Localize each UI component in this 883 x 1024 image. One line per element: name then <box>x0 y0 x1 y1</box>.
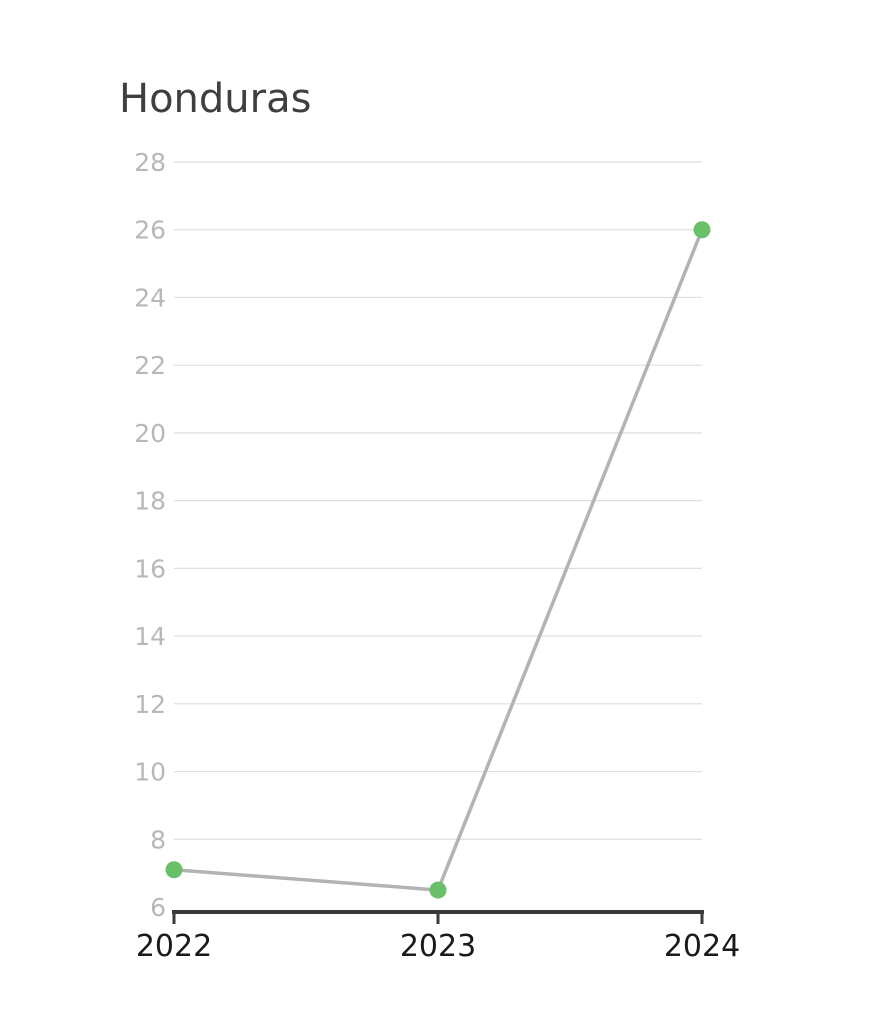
data-point-2023[interactable] <box>429 881 447 899</box>
y-tick-label: 26 <box>134 216 166 245</box>
x-tick-label: 2024 <box>664 929 740 964</box>
data-points <box>165 221 711 899</box>
y-tick-label: 16 <box>134 554 166 583</box>
x-axis-tick-labels: 2022 2023 2024 <box>136 929 740 964</box>
x-axis <box>172 910 704 924</box>
data-point-2022[interactable] <box>165 861 183 879</box>
y-tick-label: 6 <box>150 893 166 922</box>
y-tick-label: 18 <box>134 487 166 516</box>
x-tick-label: 2022 <box>136 929 212 964</box>
chart-title: Honduras <box>119 76 312 122</box>
series-line <box>172 227 704 892</box>
series-line-layer <box>172 227 704 892</box>
y-axis-tick-labels: 6 8 10 12 14 16 18 20 22 24 26 28 <box>134 148 166 922</box>
y-tick-label: 12 <box>134 690 166 719</box>
data-point-2024[interactable] <box>693 221 711 239</box>
y-tick-label: 20 <box>134 419 166 448</box>
y-tick-label: 28 <box>134 148 166 177</box>
y-tick-label: 8 <box>150 825 166 854</box>
y-tick-label: 22 <box>134 351 166 380</box>
gridlines <box>174 161 702 840</box>
y-tick-label: 14 <box>134 622 166 651</box>
y-tick-label: 24 <box>134 283 166 312</box>
x-tick-label: 2023 <box>400 929 476 964</box>
y-tick-label: 10 <box>134 758 166 787</box>
